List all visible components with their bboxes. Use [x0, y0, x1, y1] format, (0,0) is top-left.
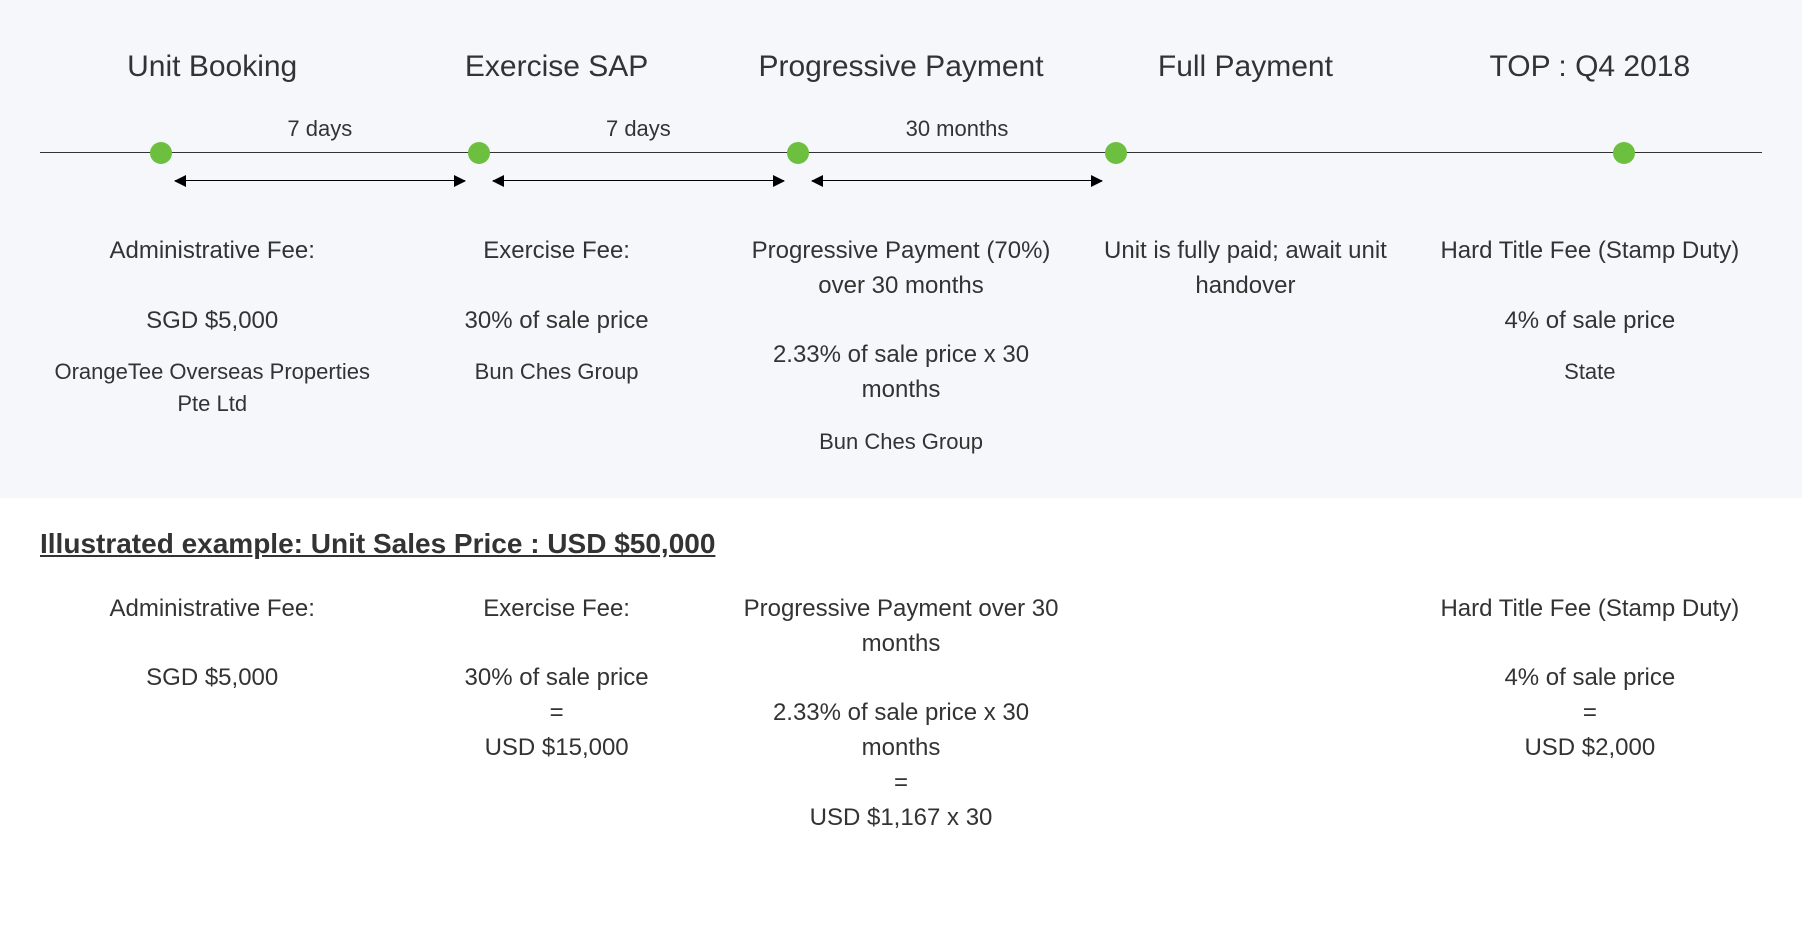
detail-line [392, 269, 720, 304]
detail-line: 4% of sale price [1426, 304, 1754, 339]
detail-line: USD $1,167 x 30 [737, 801, 1065, 836]
stage-title: Full Payment [1073, 50, 1417, 84]
example-col [1073, 592, 1417, 854]
timeline-dot [468, 142, 490, 164]
detail-line: SGD $5,000 [48, 661, 376, 696]
timeline-dot [150, 142, 172, 164]
timeline-dot [1613, 142, 1635, 164]
example-row: Administrative Fee: SGD $5,000 Exercise … [40, 592, 1762, 854]
detail-line [392, 627, 720, 662]
stage-details-row: Administrative Fee: SGD $5,000 OrangeTee … [40, 234, 1762, 458]
example-col: Progressive Payment over 30 months 2.33%… [729, 592, 1073, 854]
timeline-dot [787, 142, 809, 164]
detail-entity: OrangeTee Overseas Properties Pte Ltd [48, 356, 376, 420]
stage-detail: Unit is fully paid; await unit handover [1073, 234, 1417, 458]
detail-line: USD $15,000 [392, 731, 720, 766]
detail-line: Progressive Payment (70%) over 30 months [737, 234, 1065, 304]
detail-line: SGD $5,000 [48, 304, 376, 339]
stage-title: Exercise SAP [384, 50, 728, 84]
detail-line: Administrative Fee: [48, 234, 376, 269]
interval-arrow [493, 180, 784, 181]
example-col: Administrative Fee: SGD $5,000 [40, 592, 384, 854]
stage-detail: Hard Title Fee (Stamp Duty) 4% of sale p… [1418, 234, 1762, 458]
detail-line: 30% of sale price [392, 661, 720, 696]
stage-title: TOP : Q4 2018 [1418, 50, 1762, 84]
example-col: Hard Title Fee (Stamp Duty) 4% of sale p… [1418, 592, 1762, 854]
detail-line: 2.33% of sale price x 30 months [737, 338, 1065, 408]
detail-line: Exercise Fee: [392, 592, 720, 627]
detail-line: Unit is fully paid; await unit handover [1081, 234, 1409, 304]
detail-line: 30% of sale price [392, 304, 720, 339]
detail-line: Administrative Fee: [48, 592, 376, 627]
timeline-panel: Unit Booking Exercise SAP Progressive Pa… [0, 0, 1802, 498]
detail-line: 4% of sale price [1426, 661, 1754, 696]
detail-line: Progressive Payment over 30 months [737, 592, 1065, 662]
detail-line: = [1426, 696, 1754, 731]
detail-line: = [737, 766, 1065, 801]
timeline-axis [40, 152, 1762, 153]
stage-detail: Administrative Fee: SGD $5,000 OrangeTee … [40, 234, 384, 458]
detail-entity: Bun Ches Group [392, 356, 720, 388]
detail-line [737, 304, 1065, 339]
stage-title: Progressive Payment [729, 50, 1073, 84]
detail-line [1426, 269, 1754, 304]
example-panel: Illustrated example: Unit Sales Price : … [0, 498, 1802, 894]
detail-line [1426, 627, 1754, 662]
stage-detail: Progressive Payment (70%) over 30 months… [729, 234, 1073, 458]
detail-line [1081, 592, 1409, 627]
interval-label: 30 months [906, 116, 1009, 142]
stage-titles-row: Unit Booking Exercise SAP Progressive Pa… [40, 50, 1762, 84]
interval-arrow [175, 180, 466, 181]
stage-title: Unit Booking [40, 50, 384, 84]
interval-arrow [812, 180, 1103, 181]
detail-line: USD $2,000 [1426, 731, 1754, 766]
detail-line: 2.33% of sale price x 30 months [737, 696, 1065, 766]
timeline: 7 days7 days30 months [40, 124, 1762, 204]
detail-line [737, 661, 1065, 696]
detail-line: Hard Title Fee (Stamp Duty) [1426, 592, 1754, 627]
detail-line: Exercise Fee: [392, 234, 720, 269]
detail-line: = [392, 696, 720, 731]
detail-line [48, 269, 376, 304]
interval-label: 7 days [606, 116, 671, 142]
detail-entity: State [1426, 356, 1754, 388]
detail-line [48, 627, 376, 662]
detail-entity: Bun Ches Group [737, 426, 1065, 458]
example-col: Exercise Fee: 30% of sale price=USD $15,… [384, 592, 728, 854]
detail-line: Hard Title Fee (Stamp Duty) [1426, 234, 1754, 269]
interval-label: 7 days [287, 116, 352, 142]
timeline-dot [1105, 142, 1127, 164]
stage-detail: Exercise Fee: 30% of sale price Bun Ches … [384, 234, 728, 458]
example-title: Illustrated example: Unit Sales Price : … [40, 528, 1762, 560]
